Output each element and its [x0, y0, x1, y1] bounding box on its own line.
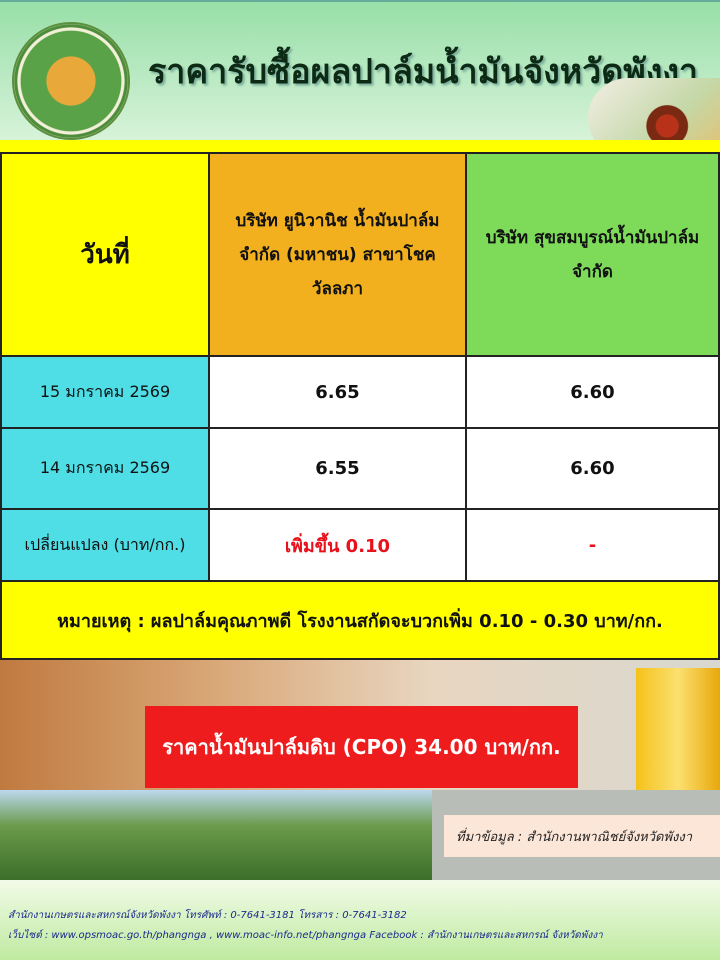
- row-date: 15 มกราคม 2569: [0, 355, 210, 429]
- header-banner: ราคารับซื้อผลปาล์มน้ำมันจังหวัดพังงา: [0, 0, 720, 158]
- header-suksomboon: บริษัท สุขสมบูรณ์น้ำมันปาล์ม จำกัด: [465, 152, 720, 357]
- remark-note: หมายเหตุ : ผลปาล์มคุณภาพดี โรงงานสกัดจะบ…: [0, 580, 720, 660]
- univanich-change: เพิ่มขึ้น 0.10: [208, 508, 467, 582]
- cpo-price-banner: ราคาน้ำมันปาล์มดิบ (CPO) 34.00 บาท/กก.: [145, 706, 578, 788]
- ministry-seal-logo: [12, 22, 130, 140]
- footer-contact: สำนักงานเกษตรและสหกรณ์จังหวัดพังงา โทรศั…: [8, 910, 407, 921]
- suksomboon-price: 6.60: [465, 355, 720, 429]
- oil-bottles-image: [636, 668, 720, 790]
- row-label-change: เปลี่ยนแปลง (บาท/กก.): [0, 508, 210, 582]
- table-row-change: เปลี่ยนแปลง (บาท/กก.) เพิ่มขึ้น 0.10 -: [0, 508, 720, 582]
- price-table: วันที่ บริษัท ยูนิวานิช น้ำมันปาล์ม จำกั…: [0, 152, 720, 582]
- table-row: 15 มกราคม 2569 6.65 6.60: [0, 355, 720, 429]
- footer: สำนักงานเกษตรและสหกรณ์จังหวัดพังงา โทรศั…: [0, 880, 720, 960]
- suksomboon-change: -: [465, 508, 720, 582]
- footer-websites: เว็บไซต์ : www.opsmoac.go.th/phangnga , …: [8, 930, 603, 941]
- table-header-row: วันที่ บริษัท ยูนิวานิช น้ำมันปาล์ม จำกั…: [0, 152, 720, 357]
- header-date: วันที่: [0, 152, 210, 357]
- yellow-band: [0, 140, 720, 154]
- univanich-price: 6.65: [208, 355, 467, 429]
- suksomboon-price: 6.60: [465, 427, 720, 510]
- header-univanich: บริษัท ยูนิวานิช น้ำมันปาล์ม จำกัด (มหาช…: [208, 152, 467, 357]
- data-source: ที่มาข้อมูล : สำนักงานพาณิชย์จังหวัดพังง…: [444, 815, 720, 857]
- palm-plantation-image: [0, 790, 432, 880]
- row-date: 14 มกราคม 2569: [0, 427, 210, 510]
- table-row: 14 มกราคม 2569 6.55 6.60: [0, 427, 720, 510]
- univanich-price: 6.55: [208, 427, 467, 510]
